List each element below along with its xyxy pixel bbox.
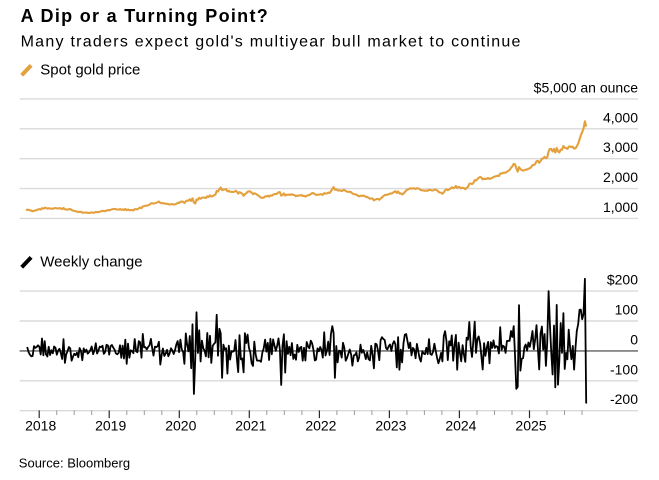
svg-text:2021: 2021 bbox=[235, 417, 266, 433]
svg-text:1,000: 1,000 bbox=[603, 199, 638, 215]
svg-text:Weekly change: Weekly change bbox=[40, 254, 142, 271]
svg-text:2018: 2018 bbox=[25, 417, 56, 433]
svg-text:2022: 2022 bbox=[305, 417, 336, 433]
svg-text:-100: -100 bbox=[610, 361, 638, 377]
svg-text:$5,000 an ounce: $5,000 an ounce bbox=[534, 79, 639, 95]
svg-text:100: 100 bbox=[615, 302, 639, 318]
svg-text:A Dip or a Turning Point?: A Dip or a Turning Point? bbox=[21, 6, 269, 26]
svg-text:Spot gold price: Spot gold price bbox=[40, 62, 140, 79]
svg-text:2023: 2023 bbox=[375, 417, 406, 433]
svg-text:2025: 2025 bbox=[515, 417, 546, 433]
svg-text:4,000: 4,000 bbox=[603, 109, 638, 125]
svg-text:2024: 2024 bbox=[445, 417, 476, 433]
svg-text:2019: 2019 bbox=[95, 417, 126, 433]
svg-text:Many traders expect gold's mul: Many traders expect gold's multiyear bul… bbox=[21, 33, 522, 50]
svg-text:-200: -200 bbox=[610, 391, 638, 407]
svg-text:2020: 2020 bbox=[165, 417, 196, 433]
svg-text:$200: $200 bbox=[607, 272, 638, 288]
svg-text:0: 0 bbox=[630, 331, 638, 347]
svg-text:2,000: 2,000 bbox=[603, 169, 638, 185]
svg-text:Source: Bloomberg: Source: Bloomberg bbox=[19, 455, 130, 470]
svg-text:3,000: 3,000 bbox=[603, 139, 638, 155]
